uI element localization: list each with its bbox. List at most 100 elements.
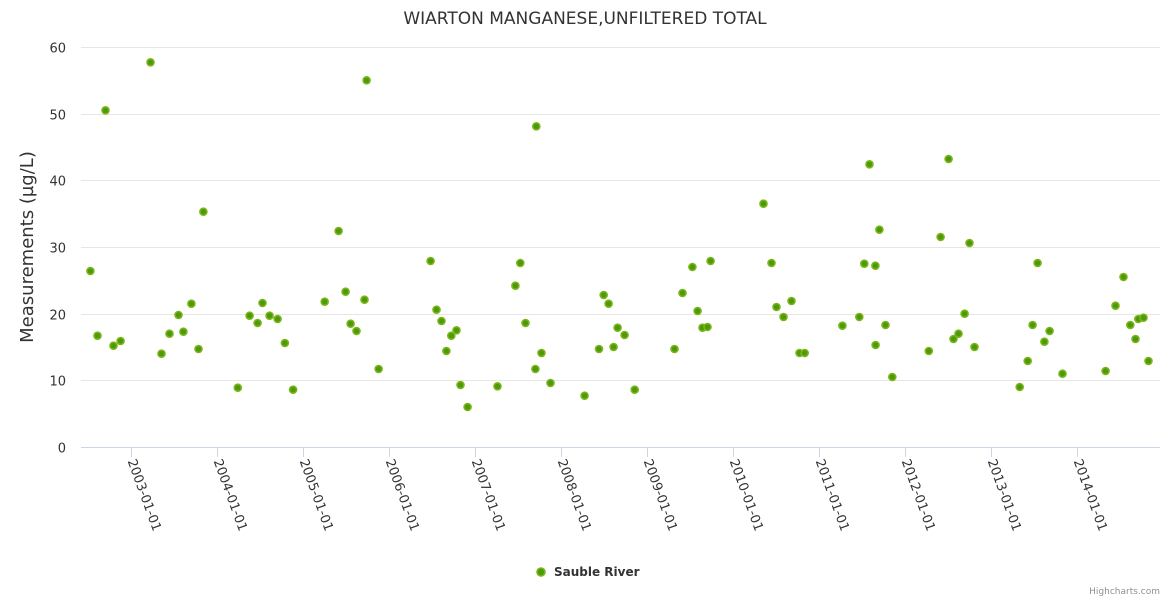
data-point[interactable]	[594, 344, 604, 354]
data-point[interactable]	[703, 322, 712, 332]
data-point[interactable]	[446, 331, 456, 341]
data-point[interactable]	[253, 318, 262, 328]
data-point[interactable]	[288, 385, 298, 395]
data-point[interactable]	[706, 256, 715, 266]
data-point[interactable]	[362, 76, 371, 85]
data-point[interactable]	[678, 288, 687, 298]
data-point[interactable]	[531, 122, 541, 131]
data-point[interactable]	[949, 334, 958, 344]
data-point[interactable]	[1126, 320, 1135, 330]
data-point[interactable]	[779, 312, 788, 322]
data-point[interactable]	[265, 311, 274, 321]
data-point[interactable]	[546, 378, 555, 388]
data-point[interactable]	[515, 258, 525, 268]
data-point[interactable]	[693, 306, 702, 316]
data-point[interactable]	[511, 281, 520, 291]
data-point[interactable]	[604, 299, 613, 309]
data-point[interactable]	[1144, 356, 1153, 366]
data-point[interactable]	[437, 316, 446, 326]
data-point[interactable]	[838, 321, 847, 331]
data-point[interactable]	[1015, 382, 1025, 392]
data-point[interactable]	[787, 296, 796, 306]
data-point[interactable]	[1131, 334, 1140, 344]
data-point[interactable]	[341, 287, 350, 297]
data-point[interactable]	[157, 349, 166, 359]
data-point[interactable]	[960, 309, 969, 319]
data-point[interactable]	[670, 344, 679, 354]
data-point[interactable]	[772, 302, 781, 312]
data-point[interactable]	[320, 297, 330, 307]
data-point[interactable]	[273, 314, 282, 324]
data-point[interactable]	[1033, 258, 1042, 268]
data-point[interactable]	[936, 232, 945, 242]
data-point[interactable]	[1023, 356, 1032, 366]
data-point[interactable]	[537, 348, 546, 358]
data-point[interactable]	[800, 348, 810, 358]
data-point[interactable]	[360, 295, 369, 305]
data-point[interactable]	[767, 258, 776, 268]
data-point[interactable]	[146, 57, 155, 67]
data-point[interactable]	[871, 261, 880, 271]
data-point[interactable]	[688, 262, 697, 272]
data-point[interactable]	[580, 391, 589, 401]
legend-item-sauble-river[interactable]: Sauble River	[536, 565, 640, 579]
data-point[interactable]	[881, 320, 890, 330]
data-point[interactable]	[859, 259, 869, 269]
data-point[interactable]	[1119, 272, 1128, 282]
data-point[interactable]	[613, 323, 622, 333]
data-point[interactable]	[854, 312, 864, 322]
data-point[interactable]	[374, 364, 383, 374]
credits-link[interactable]: Highcharts.com	[1089, 587, 1160, 597]
data-point[interactable]	[1101, 366, 1110, 376]
data-point[interactable]	[944, 154, 953, 164]
data-point[interactable]	[346, 319, 355, 329]
data-point[interactable]	[865, 160, 874, 169]
data-point[interactable]	[93, 331, 102, 341]
data-point[interactable]	[179, 327, 188, 337]
data-point[interactable]	[452, 325, 461, 335]
data-point[interactable]	[954, 329, 963, 339]
data-point[interactable]	[1058, 369, 1067, 379]
data-point[interactable]	[352, 326, 361, 336]
data-point[interactable]	[1028, 320, 1037, 330]
data-point[interactable]	[187, 299, 196, 309]
data-point[interactable]	[531, 364, 540, 374]
data-point[interactable]	[970, 342, 979, 352]
data-point[interactable]	[1139, 313, 1148, 323]
data-point[interactable]	[887, 372, 897, 382]
data-point[interactable]	[199, 207, 208, 216]
data-point[interactable]	[194, 344, 203, 354]
data-point[interactable]	[86, 266, 95, 276]
data-point[interactable]	[280, 338, 290, 348]
data-point[interactable]	[109, 341, 118, 351]
data-point[interactable]	[442, 346, 451, 356]
data-point[interactable]	[116, 336, 125, 346]
data-point[interactable]	[233, 383, 243, 393]
data-point[interactable]	[493, 381, 502, 391]
data-point[interactable]	[432, 305, 441, 315]
data-point[interactable]	[334, 226, 343, 236]
data-point[interactable]	[101, 106, 110, 115]
x-tick-label: 2009-01-01	[640, 457, 680, 533]
data-point[interactable]	[165, 329, 174, 339]
data-point[interactable]	[1040, 337, 1049, 347]
x-tick-label: 2013-01-01	[984, 457, 1024, 533]
data-point[interactable]	[463, 402, 472, 412]
data-point[interactable]	[174, 310, 183, 320]
data-point[interactable]	[456, 380, 465, 390]
data-point[interactable]	[620, 330, 629, 340]
data-point[interactable]	[258, 298, 267, 308]
data-point[interactable]	[875, 225, 884, 234]
data-point[interactable]	[1045, 326, 1054, 336]
data-point[interactable]	[759, 199, 768, 208]
data-point[interactable]	[965, 238, 974, 248]
data-point[interactable]	[871, 340, 880, 350]
data-point[interactable]	[521, 318, 530, 328]
data-point[interactable]	[924, 346, 934, 356]
data-point[interactable]	[245, 311, 254, 321]
data-point[interactable]	[1111, 301, 1120, 311]
data-point[interactable]	[630, 385, 640, 395]
data-point[interactable]	[609, 342, 618, 352]
data-point[interactable]	[599, 290, 609, 300]
data-point[interactable]	[426, 256, 435, 266]
